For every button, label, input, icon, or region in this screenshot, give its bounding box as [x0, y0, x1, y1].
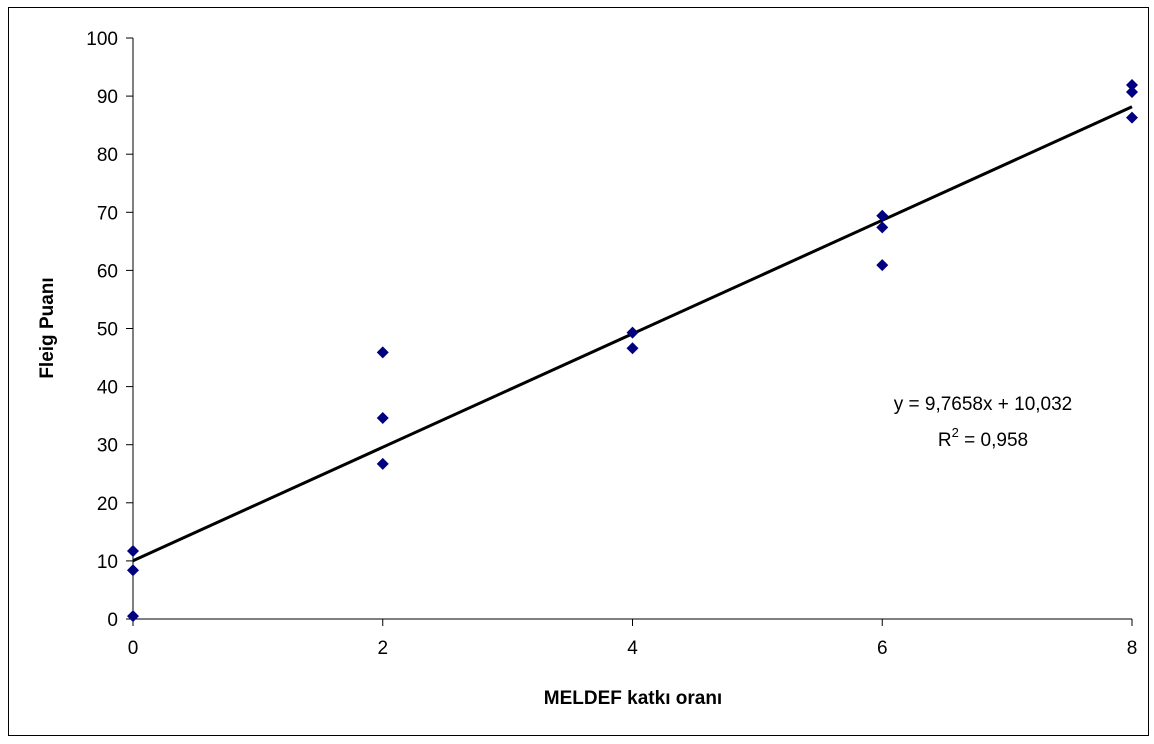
data-point: [127, 610, 139, 623]
x-ticks: 0 2 4 6 8: [128, 619, 1138, 659]
data-point: [1126, 86, 1138, 99]
data-point: [626, 342, 639, 355]
x-axis-title: MELDEF katkı oranı: [544, 688, 722, 709]
y-ticks: 0 10 20 30 40 50 60 70 80 90 100: [86, 29, 133, 631]
data-point: [876, 221, 889, 234]
data-point: [376, 346, 389, 359]
y-axis-title: Fleig Puanı: [37, 277, 58, 378]
r-squared-r: R: [938, 430, 952, 451]
data-point: [626, 326, 639, 339]
data-point: [376, 411, 389, 424]
y-tick-label: 0: [107, 610, 118, 631]
y-tick-label: 30: [97, 436, 118, 457]
trendline-equation: y = 9,7658x + 10,032: [894, 394, 1073, 415]
y-tick-label: 40: [97, 378, 118, 399]
chart-frame: [8, 7, 1149, 736]
y-tick-label: 20: [97, 494, 118, 515]
data-point: [376, 457, 389, 470]
r-squared-label: R2 = 0,958: [938, 425, 1028, 451]
data-point: [127, 564, 139, 577]
y-tick-label: 70: [97, 203, 118, 224]
y-tick-label: 80: [97, 145, 118, 166]
y-tick-label: 10: [97, 552, 118, 573]
data-point: [1126, 79, 1138, 92]
y-tick-label: 100: [86, 29, 118, 50]
x-tick-label: 2: [377, 638, 388, 659]
data-point: [876, 259, 889, 272]
data-point: [127, 545, 139, 558]
y-tick-label: 50: [97, 320, 118, 341]
data-point: [1126, 111, 1138, 124]
y-tick-label: 90: [97, 87, 118, 108]
x-tick-label: 4: [627, 638, 638, 659]
r-squared-value: = 0,958: [959, 430, 1028, 451]
x-tick-label: 0: [128, 638, 139, 659]
data-point: [876, 209, 889, 222]
x-tick-label: 6: [877, 638, 888, 659]
x-tick-label: 8: [1127, 638, 1138, 659]
r-squared-exponent: 2: [952, 425, 959, 440]
data-points: [127, 79, 1138, 623]
y-tick-label: 60: [97, 261, 118, 282]
